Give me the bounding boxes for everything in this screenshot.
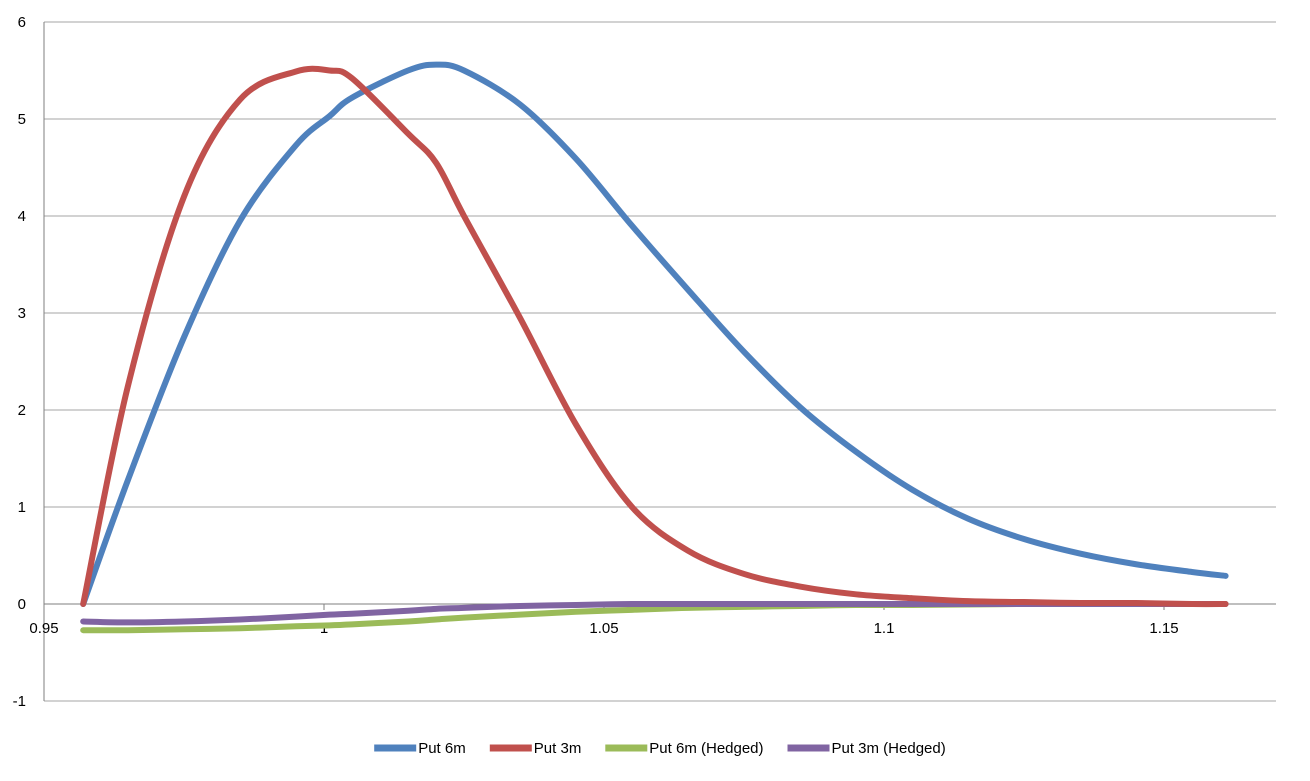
series-line-put-6m (80, 61, 1229, 607)
y-tick-label: 4 (18, 208, 26, 225)
series-lines (80, 61, 1229, 634)
y-tick-label: 3 (18, 305, 26, 322)
legend-label: Put 3m (Hedged) (832, 740, 946, 757)
y-tick-label: 5 (18, 111, 26, 128)
legend: Put 6m Put 3m Put 6m (Hedged) Put 3m (Hedge… (374, 740, 946, 757)
legend-label: Put 6m (418, 740, 466, 757)
y-tick-label: -1 (13, 693, 26, 710)
y-tick-label: 6 (18, 14, 26, 31)
y-tick-label: 0 (18, 596, 26, 613)
y-tick-label: 2 (18, 402, 26, 419)
legend-item: Put 3m (489, 740, 582, 757)
x-tick-label: 1.1 (874, 620, 895, 637)
legend-item: Put 6m (Hedged) (605, 740, 764, 757)
legend-label: Put 3m (534, 740, 582, 757)
legend-item: Put 6m (374, 740, 466, 757)
x-tick-label: 1.05 (589, 620, 618, 637)
x-tick-label: 0.95 (29, 620, 58, 637)
series-line-put-3m (80, 65, 1229, 608)
series-line-put-3m-hedged (80, 600, 1229, 626)
y-tick-label: 1 (18, 499, 26, 516)
x-tick-label: 1.15 (1149, 620, 1178, 637)
legend-label: Put 6m (Hedged) (649, 740, 763, 757)
legend-item: Put 3m (Hedged) (787, 740, 946, 757)
gridlines (44, 21, 1276, 702)
